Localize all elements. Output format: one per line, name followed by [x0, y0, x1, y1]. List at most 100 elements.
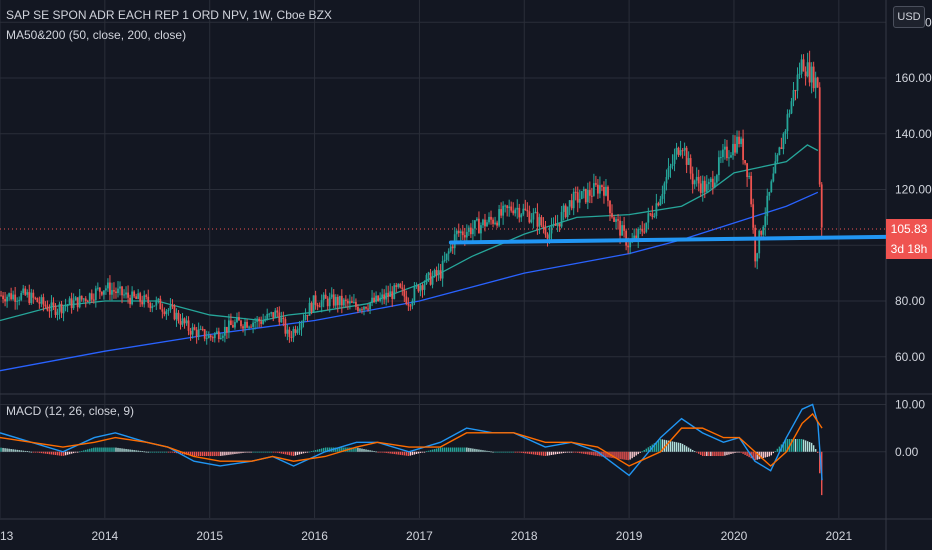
- macd-histogram-bar: [109, 447, 111, 452]
- candle-body: [766, 195, 769, 217]
- candle-body: [300, 322, 303, 329]
- candle-body: [528, 211, 531, 223]
- candle-body: [209, 335, 212, 338]
- macd-histogram-bar: [357, 447, 359, 452]
- macd-histogram-bar: [133, 450, 135, 452]
- candle-body: [421, 285, 424, 290]
- macd-histogram-bar: [466, 447, 468, 452]
- support-trendline: [448, 234, 888, 245]
- candle-body: [808, 62, 811, 83]
- candle-body: [211, 337, 214, 339]
- macd-histogram-bar: [770, 451, 773, 456]
- macd-histogram-bar: [502, 451, 504, 453]
- macd-histogram-bar: [165, 451, 168, 453]
- candle-body: [145, 295, 148, 297]
- candle-body: [655, 203, 658, 216]
- macd-histogram-bar: [679, 443, 682, 452]
- candle-body: [318, 306, 321, 308]
- candle-body: [673, 154, 676, 164]
- macd-histogram-bar: [728, 451, 730, 455]
- macd-histogram-bar: [474, 448, 476, 452]
- macd-histogram-bar: [385, 451, 387, 453]
- candle-body: [264, 318, 267, 321]
- candle-body: [687, 158, 690, 165]
- candle-body: [169, 305, 172, 310]
- macd-histogram-bar: [447, 447, 450, 452]
- macd-histogram-bar: [93, 447, 95, 452]
- candle-body: [592, 183, 595, 196]
- macd-histogram-bar: [570, 451, 573, 453]
- candle-body: [151, 306, 154, 309]
- macd-histogram-bar: [667, 440, 670, 452]
- candle-body: [367, 308, 369, 310]
- candle-body: [357, 306, 359, 312]
- candle-body: [119, 286, 121, 289]
- macd-histogram-bar: [605, 451, 607, 458]
- macd-histogram-bar: [300, 451, 303, 454]
- candle-body: [84, 298, 87, 302]
- candle-body: [20, 293, 23, 300]
- candle-body: [661, 194, 664, 199]
- candle-body: [324, 294, 327, 299]
- macd-histogram-bar: [468, 447, 470, 452]
- candle-body: [494, 222, 496, 224]
- candle-body: [623, 225, 626, 231]
- price-axis-label: 140.00: [895, 127, 932, 141]
- macd-histogram-bar: [155, 451, 158, 453]
- candle-body: [304, 314, 307, 320]
- macd-histogram-bar: [318, 448, 321, 452]
- macd-histogram-bar: [56, 451, 59, 456]
- macd-histogram-bar: [597, 451, 599, 457]
- candle-body: [463, 235, 466, 238]
- candle-body: [48, 310, 51, 312]
- macd-histogram-bar: [443, 447, 446, 452]
- macd-histogram-bar: [161, 451, 164, 453]
- macd-histogram-bar: [498, 451, 500, 453]
- candle-body: [125, 292, 127, 295]
- candle-body: [298, 328, 301, 331]
- macd-histogram-bar: [427, 450, 430, 452]
- macd-histogram-bar: [157, 451, 160, 453]
- macd-histogram-bar: [450, 447, 452, 452]
- macd-histogram-bar: [103, 447, 105, 452]
- candle-body: [232, 325, 234, 328]
- macd-histogram-bar: [135, 450, 137, 452]
- candle-body: [711, 178, 714, 188]
- macd-histogram-bar: [631, 451, 633, 459]
- candle-body: [109, 282, 111, 295]
- macd-histogram-bar: [784, 440, 787, 452]
- candle-body: [296, 330, 299, 333]
- candle-body: [149, 303, 152, 309]
- candle-body: [538, 217, 541, 227]
- macd-histogram-bar: [327, 447, 329, 452]
- candle-body: [560, 211, 563, 227]
- candle-body: [133, 291, 136, 297]
- macd-histogram-bar: [314, 450, 317, 452]
- macd-histogram-bar: [734, 451, 736, 453]
- macd-histogram-bar: [603, 451, 605, 457]
- candle-body: [330, 294, 333, 298]
- candle-body: [500, 209, 503, 216]
- candle-body: [274, 310, 277, 318]
- candle-body: [431, 276, 434, 285]
- macd-histogram-bar: [536, 451, 539, 455]
- macd-histogram-bar: [790, 438, 793, 452]
- candle-body: [816, 77, 819, 88]
- candle-body: [127, 292, 129, 298]
- candle-body: [601, 185, 603, 187]
- macd-histogram-bar: [262, 451, 264, 453]
- macd-histogram-bar: [240, 451, 242, 454]
- macd-histogram-bar: [452, 447, 454, 452]
- candle-body: [713, 182, 716, 188]
- macd-histogram-bar: [756, 451, 758, 460]
- macd-histogram-bar: [97, 447, 99, 452]
- currency-button[interactable]: USD: [893, 6, 925, 28]
- candle-body: [389, 291, 392, 297]
- candle-body: [810, 66, 813, 83]
- candle-body: [613, 217, 615, 222]
- macd-histogram-bar: [486, 450, 488, 452]
- macd-histogram-bar: [657, 440, 660, 452]
- macd-histogram-bar: [312, 450, 315, 452]
- macd-histogram-bar: [308, 451, 311, 453]
